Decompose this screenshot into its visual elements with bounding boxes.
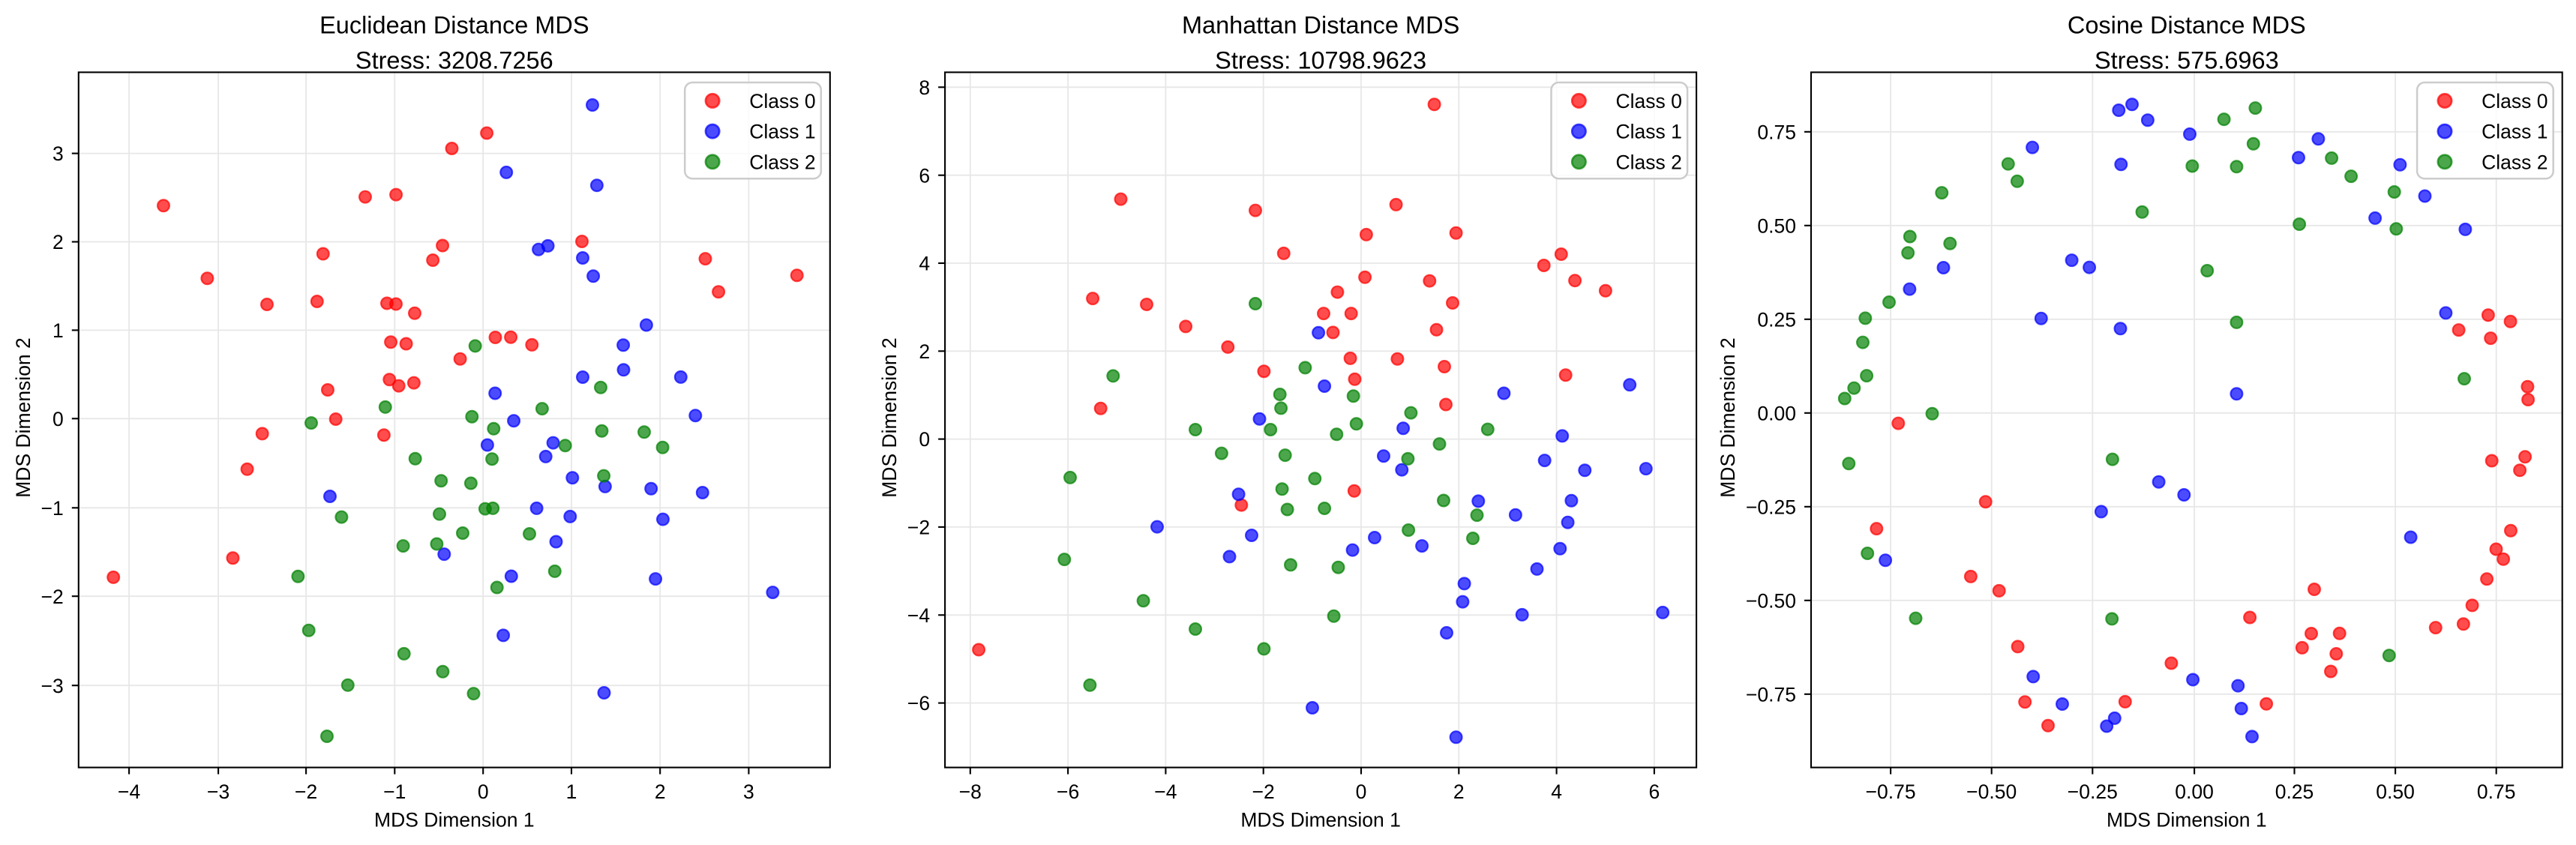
- svg-text:Class 1: Class 1: [2482, 121, 2548, 143]
- svg-text:0.75: 0.75: [1757, 121, 1796, 143]
- svg-text:−0.75: −0.75: [1866, 781, 1916, 803]
- svg-text:MDS Dimension 1: MDS Dimension 1: [2107, 809, 2267, 832]
- svg-text:−1: −1: [41, 497, 64, 520]
- svg-text:4: 4: [919, 253, 930, 275]
- svg-text:Class 2: Class 2: [1616, 151, 1682, 173]
- svg-text:0.75: 0.75: [2477, 781, 2516, 803]
- svg-text:MDS Dimension 2: MDS Dimension 2: [12, 337, 34, 498]
- svg-text:−0.50: −0.50: [1966, 781, 2017, 803]
- svg-text:Class 2: Class 2: [2482, 151, 2548, 173]
- svg-text:−3: −3: [207, 781, 229, 803]
- svg-text:MDS Dimension 2: MDS Dimension 2: [878, 337, 901, 498]
- svg-text:3: 3: [52, 142, 64, 165]
- svg-text:Class 0: Class 0: [2482, 90, 2548, 112]
- svg-text:MDS Dimension 1: MDS Dimension 1: [1240, 809, 1401, 832]
- svg-text:−1: −1: [383, 781, 406, 803]
- svg-text:−6: −6: [1057, 781, 1079, 803]
- svg-text:0: 0: [478, 781, 489, 803]
- svg-text:2: 2: [52, 231, 64, 253]
- svg-text:−4: −4: [118, 781, 140, 803]
- svg-text:Euclidean Distance MDS: Euclidean Distance MDS: [319, 11, 589, 38]
- svg-text:−4: −4: [907, 604, 930, 627]
- svg-text:0.00: 0.00: [1757, 402, 1796, 424]
- svg-text:Class 1: Class 1: [749, 121, 815, 143]
- svg-text:8: 8: [919, 76, 930, 99]
- svg-text:Cosine Distance MDS: Cosine Distance MDS: [2068, 11, 2306, 38]
- svg-text:−2: −2: [907, 517, 930, 539]
- svg-text:6: 6: [919, 164, 930, 187]
- svg-text:0: 0: [1356, 781, 1367, 803]
- svg-text:−4: −4: [1154, 781, 1177, 803]
- svg-text:MDS Dimension 2: MDS Dimension 2: [1717, 337, 1739, 498]
- svg-text:0.00: 0.00: [2175, 781, 2214, 803]
- svg-text:−3: −3: [41, 675, 64, 697]
- svg-text:2: 2: [919, 340, 930, 363]
- svg-text:Class 0: Class 0: [1616, 90, 1682, 112]
- svg-text:−2: −2: [41, 586, 64, 608]
- svg-text:−2: −2: [295, 781, 317, 803]
- svg-text:−0.25: −0.25: [2068, 781, 2118, 803]
- svg-text:1: 1: [52, 319, 64, 342]
- svg-text:0: 0: [52, 408, 64, 430]
- svg-text:Stress: 575.6963: Stress: 575.6963: [2095, 46, 2279, 73]
- svg-text:Class 2: Class 2: [749, 151, 815, 173]
- svg-text:0.50: 0.50: [2376, 781, 2415, 803]
- svg-text:Class 1: Class 1: [1616, 121, 1682, 143]
- svg-text:0.25: 0.25: [2275, 781, 2314, 803]
- svg-text:Stress: 10798.9623: Stress: 10798.9623: [1215, 46, 1426, 73]
- svg-text:−0.75: −0.75: [1746, 683, 1796, 706]
- svg-text:3: 3: [743, 781, 754, 803]
- svg-text:0.50: 0.50: [1757, 214, 1796, 237]
- svg-text:−8: −8: [959, 781, 982, 803]
- svg-text:−2: −2: [1252, 781, 1275, 803]
- svg-text:Stress: 3208.7256: Stress: 3208.7256: [355, 46, 553, 73]
- svg-text:MDS Dimension 1: MDS Dimension 1: [374, 809, 535, 832]
- svg-text:−0.50: −0.50: [1746, 589, 1796, 612]
- svg-text:Manhattan Distance MDS: Manhattan Distance MDS: [1182, 11, 1459, 38]
- svg-text:4: 4: [1551, 781, 1562, 803]
- svg-text:6: 6: [1649, 781, 1660, 803]
- svg-text:2: 2: [655, 781, 666, 803]
- svg-text:Class 0: Class 0: [749, 90, 815, 112]
- svg-text:0: 0: [919, 428, 930, 451]
- svg-text:−0.25: −0.25: [1746, 496, 1796, 518]
- svg-text:0.25: 0.25: [1757, 308, 1796, 331]
- svg-text:−6: −6: [907, 692, 930, 715]
- svg-text:1: 1: [566, 781, 577, 803]
- svg-text:2: 2: [1453, 781, 1465, 803]
